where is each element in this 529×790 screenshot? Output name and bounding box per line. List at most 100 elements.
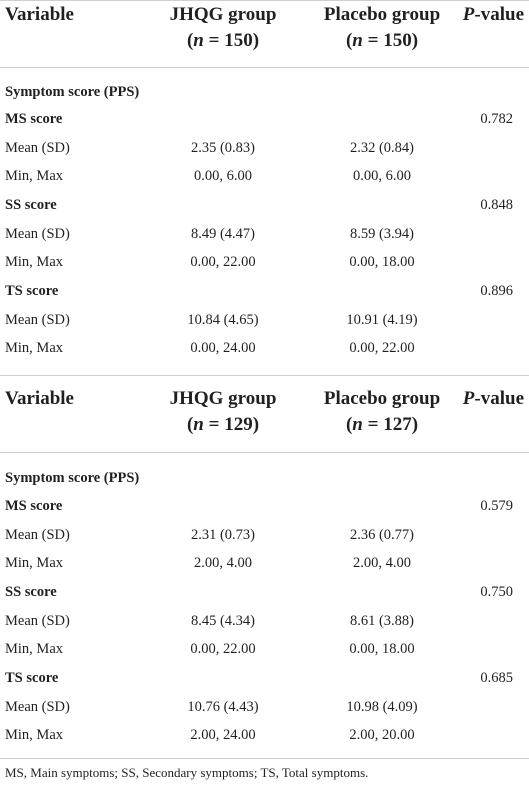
table-2-placebo-n: (n = 127) <box>345 414 419 435</box>
table-1-header-variable: Variable <box>5 4 74 25</box>
table-2-ms-mean-label: Mean (SD) <box>5 527 70 543</box>
table-1-ss-p-value: 0.848 <box>480 197 513 213</box>
table-2-ms-range-label: Min, Max <box>5 555 63 571</box>
table-1-ss-mean-row: Mean (SD) 8.49 (4.47) 8.59 (3.94) <box>0 222 529 247</box>
table-1-placebo-n-value: 150 <box>383 30 412 51</box>
table-2-ss-mean-placebo: 8.61 (3.88) <box>349 613 415 629</box>
table-2-ts-range-label: Min, Max <box>5 727 63 743</box>
table-1-ts-range-row: Min, Max 0.00, 24.00 0.00, 22.00 <box>0 336 529 361</box>
table-2-ms-mean-placebo: 2.36 (0.77) <box>349 527 415 543</box>
table-2-ts-range-placebo: 2.00, 20.00 <box>349 727 415 743</box>
table-footnote: MS, Main symptoms; SS, Secondary symptom… <box>5 765 369 780</box>
table-2-jhqg-n: (n = 129) <box>186 414 260 435</box>
table-1-ss-range-row: Min, Max 0.00, 22.00 0.00, 18.00 <box>0 250 529 275</box>
table-2-ms-range-placebo: 2.00, 4.00 <box>353 555 411 571</box>
table-1-bottom-rule <box>0 375 529 376</box>
table-1-ts-row: TS score 0.896 <box>0 279 529 304</box>
table-2-ts-range-jhqg: 2.00, 24.00 <box>190 727 256 743</box>
table-1-ts-range-jhqg: 0.00, 24.00 <box>190 340 256 356</box>
table-1-ts-mean-label: Mean (SD) <box>5 312 70 328</box>
table-2-ts-p-value: 0.685 <box>480 670 513 686</box>
table-1-ts-mean-row: Mean (SD) 10.84 (4.65) 10.91 (4.19) <box>0 308 529 333</box>
table-2-ms-row: MS score 0.579 <box>0 494 529 519</box>
table-1-ts-mean-jhqg: 10.84 (4.65) <box>187 312 259 328</box>
table-2-ts-mean-placebo: 10.98 (4.09) <box>346 699 418 715</box>
table-1-ss-range-label: Min, Max <box>5 254 63 270</box>
table-2-ts-label: TS score <box>5 670 59 686</box>
table-2-placebo-label: Placebo group <box>323 388 441 409</box>
table-1-ms-mean-label: Mean (SD) <box>5 140 70 156</box>
table-2-ms-p-value: 0.579 <box>480 498 513 514</box>
table-1-ss-mean-jhqg: 8.49 (4.47) <box>190 226 256 242</box>
table-2-ts-mean-row: Mean (SD) 10.76 (4.43) 10.98 (4.09) <box>0 695 529 720</box>
table-2-ts-mean-label: Mean (SD) <box>5 699 70 715</box>
table-2-placebo-n-value: 127 <box>383 414 412 435</box>
table-2-ss-range-placebo: 0.00, 18.00 <box>349 641 415 657</box>
table-1-ms-mean-placebo: 2.32 (0.84) <box>349 140 415 156</box>
table-1-ms-range-label: Min, Max <box>5 168 63 184</box>
table-1-jhqg-n-value: 150 <box>224 30 253 51</box>
table-1-header-placebo: Placebo group (n = 150) <box>314 2 450 54</box>
table-1-ss-range-jhqg: 0.00, 22.00 <box>190 254 256 270</box>
table-1-ms-p-value: 0.782 <box>480 111 513 127</box>
table-1-ts-label: TS score <box>5 283 59 299</box>
table-2-bottom-rule <box>0 758 529 759</box>
table-2-ms-mean-row: Mean (SD) 2.31 (0.73) 2.36 (0.77) <box>0 523 529 548</box>
table-2-ms-label: MS score <box>5 498 63 514</box>
table-1-ss-mean-label: Mean (SD) <box>5 226 70 242</box>
table-2-ss-mean-jhqg: 8.45 (4.34) <box>190 613 256 629</box>
table-1-header-rule <box>0 67 529 68</box>
table-2-ss-label: SS score <box>5 584 57 600</box>
table-2-ts-range-row: Min, Max 2.00, 24.00 2.00, 20.00 <box>0 723 529 748</box>
table-1-header-jhqg: JHQG group (n = 150) <box>158 2 288 54</box>
table-2-header-p-value: P-value <box>463 386 524 412</box>
table-1-ms-range-jhqg: 0.00, 6.00 <box>194 168 252 184</box>
table-1-p-rest: -value <box>474 4 524 25</box>
table-2-ss-p-value: 0.750 <box>480 584 513 600</box>
table-1-placebo-n: (n = 150) <box>345 30 419 51</box>
table-1-header-p-value: P-value <box>463 2 524 28</box>
table-2-p-rest: -value <box>474 388 524 409</box>
table-1-ms-range-row: Min, Max 0.00, 6.00 0.00, 6.00 <box>0 164 529 189</box>
table-1-ss-label: SS score <box>5 197 57 213</box>
table-2-ss-row: SS score 0.750 <box>0 580 529 605</box>
table-2-jhqg-n-value: 129 <box>224 414 253 435</box>
table-1-jhqg-label: JHQG group <box>169 4 277 25</box>
table-1-top-rule <box>0 0 529 1</box>
table-1-ss-mean-placebo: 8.59 (3.94) <box>349 226 415 242</box>
table-2-header-variable: Variable <box>5 388 74 409</box>
table-2-ts-row: TS score 0.685 <box>0 666 529 691</box>
table-2-ss-mean-label: Mean (SD) <box>5 613 70 629</box>
table-1-placebo-label: Placebo group <box>323 4 441 25</box>
table-2-ms-mean-jhqg: 2.31 (0.73) <box>190 527 256 543</box>
table-1-ms-mean-jhqg: 2.35 (0.83) <box>190 140 256 156</box>
table-1-ts-p-value: 0.896 <box>480 283 513 299</box>
table-1-ts-range-label: Min, Max <box>5 340 63 356</box>
table-2-p-italic: P <box>462 388 475 409</box>
table-1-jhqg-n: (n = 150) <box>186 30 260 51</box>
table-1-ts-range-placebo: 0.00, 22.00 <box>349 340 415 356</box>
table-1-ms-range-placebo: 0.00, 6.00 <box>353 168 411 184</box>
table-1-ms-label: MS score <box>5 111 63 127</box>
table-2-header-rule <box>0 452 529 453</box>
table-2-ss-range-jhqg: 0.00, 22.00 <box>190 641 256 657</box>
table-2-jhqg-label: JHQG group <box>169 388 277 409</box>
table-1-section-row: Symptom score (PPS) <box>0 80 529 105</box>
table-2-header-placebo: Placebo group (n = 127) <box>314 386 450 438</box>
table-2-section-row: Symptom score (PPS) <box>0 466 529 491</box>
table-1-p-italic: P <box>462 4 475 25</box>
table-1-ss-range-placebo: 0.00, 18.00 <box>349 254 415 270</box>
table-2-ss-range-label: Min, Max <box>5 641 63 657</box>
table-2-ts-mean-jhqg: 10.76 (4.43) <box>187 699 259 715</box>
table-1-ss-row: SS score 0.848 <box>0 193 529 218</box>
table-2-ss-range-row: Min, Max 0.00, 22.00 0.00, 18.00 <box>0 637 529 662</box>
table-2-ms-range-jhqg: 2.00, 4.00 <box>194 555 252 571</box>
table-1-ms-mean-row: Mean (SD) 2.35 (0.83) 2.32 (0.84) <box>0 136 529 161</box>
table-1-section-title: Symptom score (PPS) <box>5 84 140 100</box>
table-1-ts-mean-placebo: 10.91 (4.19) <box>346 312 418 328</box>
table-1-ms-row: MS score 0.782 <box>0 107 529 132</box>
table-2-ms-range-row: Min, Max 2.00, 4.00 2.00, 4.00 <box>0 551 529 576</box>
table-2-ss-mean-row: Mean (SD) 8.45 (4.34) 8.61 (3.88) <box>0 609 529 634</box>
table-2-header-jhqg: JHQG group (n = 129) <box>158 386 288 438</box>
